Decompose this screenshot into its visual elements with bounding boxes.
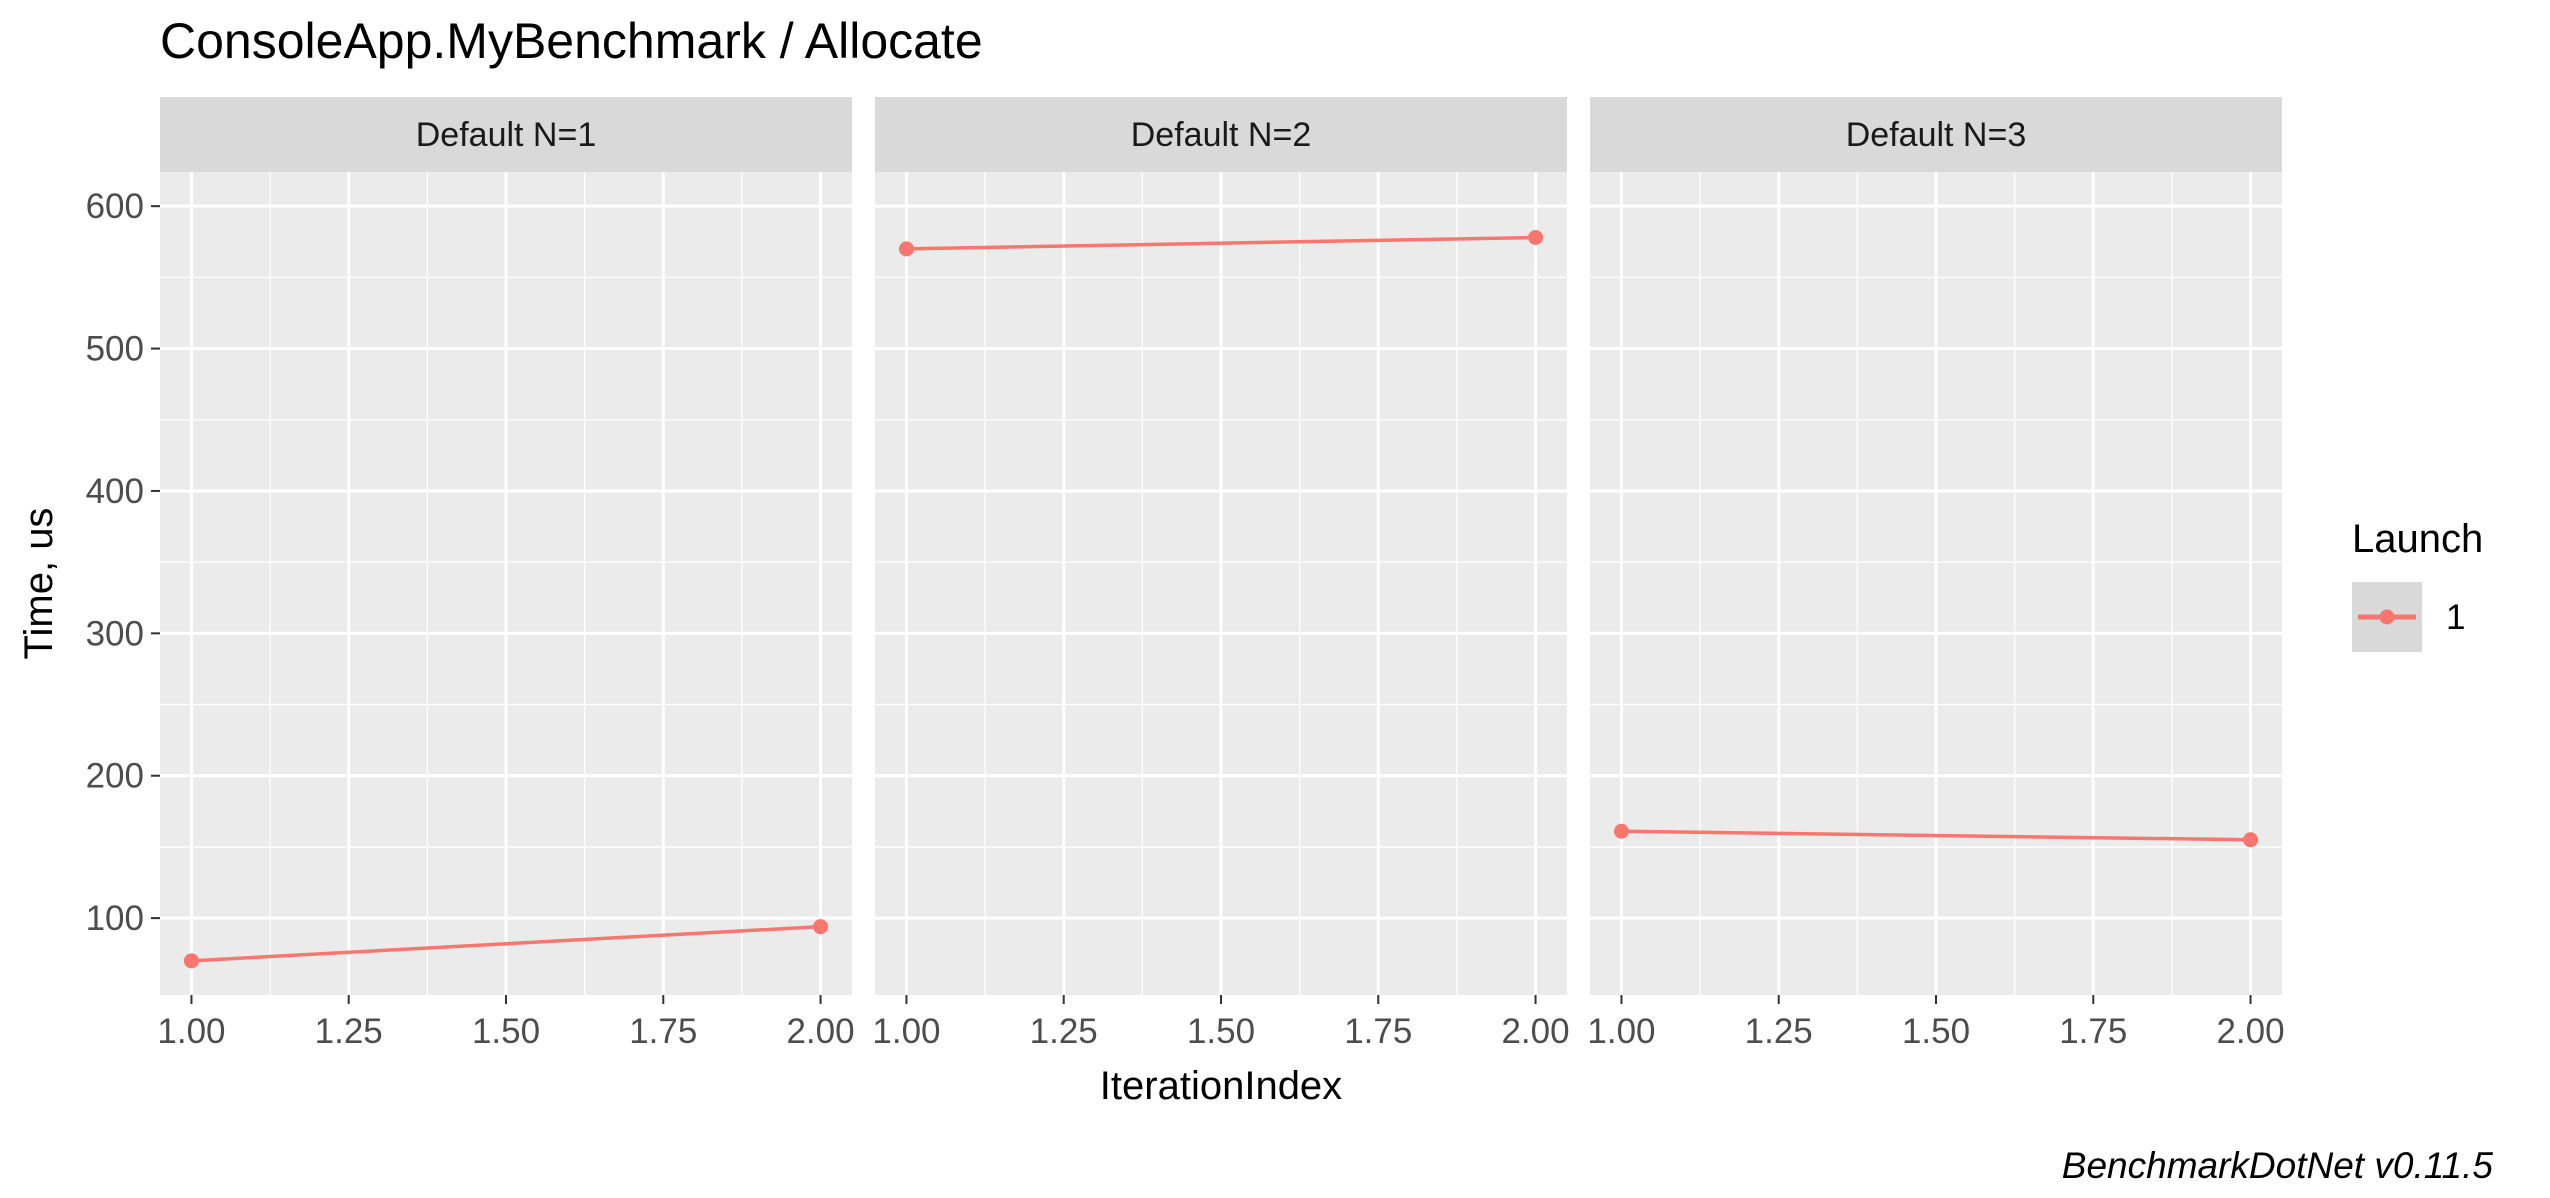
facet-strip-label: Default N=1 — [416, 116, 597, 154]
data-point — [2243, 832, 2259, 848]
x-tick-label: 1.25 — [1745, 1012, 1813, 1051]
x-tick-label: 2.00 — [1501, 1012, 1569, 1051]
y-tick-label: 300 — [86, 614, 144, 653]
data-point — [813, 919, 829, 935]
legend-title: Launch — [2352, 517, 2483, 561]
y-tick-label: 100 — [86, 899, 144, 938]
x-tick-label: 1.75 — [629, 1012, 697, 1051]
caption: BenchmarkDotNet v0.11.5 — [2062, 1145, 2494, 1186]
facet-panel: Default N=2 1.00 1.25 1.50 1.75 2.00 — [872, 97, 1570, 1051]
y-axis-label: Time, us — [17, 508, 61, 660]
x-tick-label: 1.00 — [1587, 1012, 1655, 1051]
series-line — [1621, 829, 2251, 842]
x-tick-label: 1.00 — [157, 1012, 225, 1051]
data-point — [1613, 823, 1629, 839]
x-tick-label: 1.50 — [1902, 1012, 1970, 1051]
x-tick-label: 1.50 — [472, 1012, 540, 1051]
x-tick-label: 1.25 — [1030, 1012, 1098, 1051]
legend-key-point — [2379, 609, 2395, 625]
chart-title: ConsoleApp.MyBenchmark / Allocate — [160, 13, 983, 69]
series-line — [191, 924, 821, 963]
x-tick-label: 1.75 — [2059, 1012, 2127, 1051]
x-tick-label: 2.00 — [2216, 1012, 2284, 1051]
series-line — [906, 235, 1536, 251]
y-tick-label: 500 — [86, 330, 144, 369]
facet-panel: Default N=1 1.00 1.25 1.50 1.75 2.00 — [157, 97, 855, 1051]
x-tick-label: 1.25 — [315, 1012, 383, 1051]
x-tick-label: 2.00 — [786, 1012, 854, 1051]
data-point — [183, 953, 199, 969]
x-tick-label: 1.00 — [872, 1012, 940, 1051]
facet-strip-label: Default N=3 — [1846, 116, 2027, 154]
y-tick-label: 200 — [86, 757, 144, 796]
data-point — [898, 241, 914, 257]
facet-strip — [1590, 97, 2282, 172]
facet-strip-label: Default N=2 — [1131, 116, 1312, 154]
facet-strip — [875, 97, 1567, 172]
facet-panel: Default N=3 1.00 1.25 1.50 1.75 2.00 — [1587, 97, 2285, 1051]
x-tick-label: 1.50 — [1187, 1012, 1255, 1051]
x-axis-label: IterationIndex — [1100, 1064, 1342, 1108]
x-tick-label: 1.75 — [1344, 1012, 1412, 1051]
y-tick-label: 400 — [86, 472, 144, 511]
legend-entry-label: 1 — [2446, 598, 2465, 637]
facet-strip — [160, 97, 852, 172]
data-point — [1528, 229, 1544, 245]
y-axis: 100 200 300 400 500 600 — [86, 187, 160, 938]
y-tick-label: 600 — [86, 187, 144, 226]
legend: Launch 1 — [2352, 517, 2483, 652]
